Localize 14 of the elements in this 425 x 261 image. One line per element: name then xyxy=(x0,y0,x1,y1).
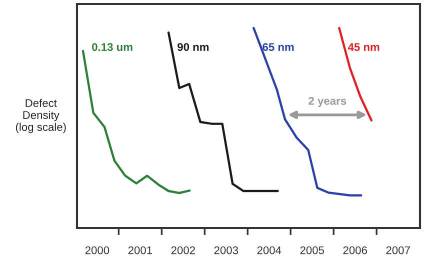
x-tick-label: 2007 xyxy=(386,246,410,254)
x-tick-label: 2003 xyxy=(214,246,238,254)
series-label: 65 nm xyxy=(262,43,294,51)
series-label: 0.13 um xyxy=(92,43,132,51)
series-label: 90 nm xyxy=(178,43,209,51)
x-tick-label: 2004 xyxy=(257,246,282,254)
annotation: 2 years xyxy=(308,96,346,108)
x-tick-label: 2001 xyxy=(128,246,152,254)
y-axis-title: Defect Density (log scale) xyxy=(16,98,66,134)
x-tick-label: 2006 xyxy=(343,246,367,254)
x-tick-label: 2002 xyxy=(171,246,195,254)
x-tick-label: 2005 xyxy=(300,246,324,254)
series-label: 45 nm xyxy=(348,43,380,51)
x-tick-label: 2000 xyxy=(85,246,110,254)
